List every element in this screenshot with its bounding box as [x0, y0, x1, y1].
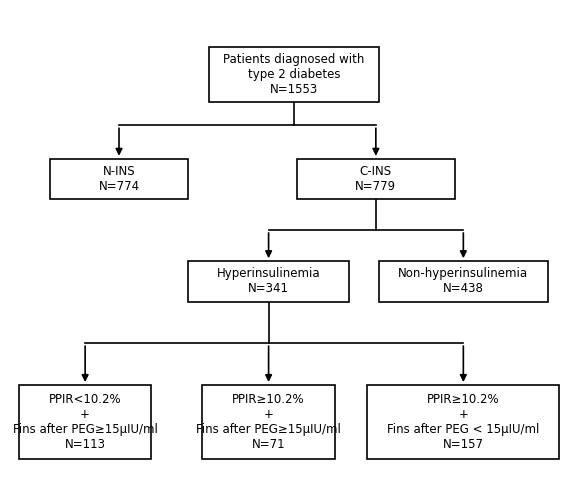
FancyBboxPatch shape	[379, 261, 548, 302]
Text: PPIR≥10.2%
+
Fins after PEG < 15μIU/ml
N=157: PPIR≥10.2% + Fins after PEG < 15μIU/ml N…	[387, 393, 540, 451]
FancyBboxPatch shape	[50, 159, 188, 199]
Text: Patients diagnosed with
type 2 diabetes
N=1553: Patients diagnosed with type 2 diabetes …	[223, 53, 365, 96]
FancyBboxPatch shape	[188, 261, 349, 302]
FancyBboxPatch shape	[202, 385, 335, 459]
Text: C-INS
N=779: C-INS N=779	[355, 165, 396, 193]
Text: Hyperinsulinemia
N=341: Hyperinsulinemia N=341	[217, 267, 320, 295]
FancyBboxPatch shape	[368, 385, 559, 459]
Text: Non-hyperinsulinemia
N=438: Non-hyperinsulinemia N=438	[398, 267, 529, 295]
FancyBboxPatch shape	[209, 47, 379, 102]
Text: N-INS
N=774: N-INS N=774	[98, 165, 139, 193]
Text: PPIR≥10.2%
+
Fins after PEG≥15μIU/ml
N=71: PPIR≥10.2% + Fins after PEG≥15μIU/ml N=7…	[196, 393, 341, 451]
FancyBboxPatch shape	[297, 159, 455, 199]
FancyBboxPatch shape	[19, 385, 152, 459]
Text: PPIR<10.2%
+
Fins after PEG≥15μIU/ml
N=113: PPIR<10.2% + Fins after PEG≥15μIU/ml N=1…	[13, 393, 158, 451]
